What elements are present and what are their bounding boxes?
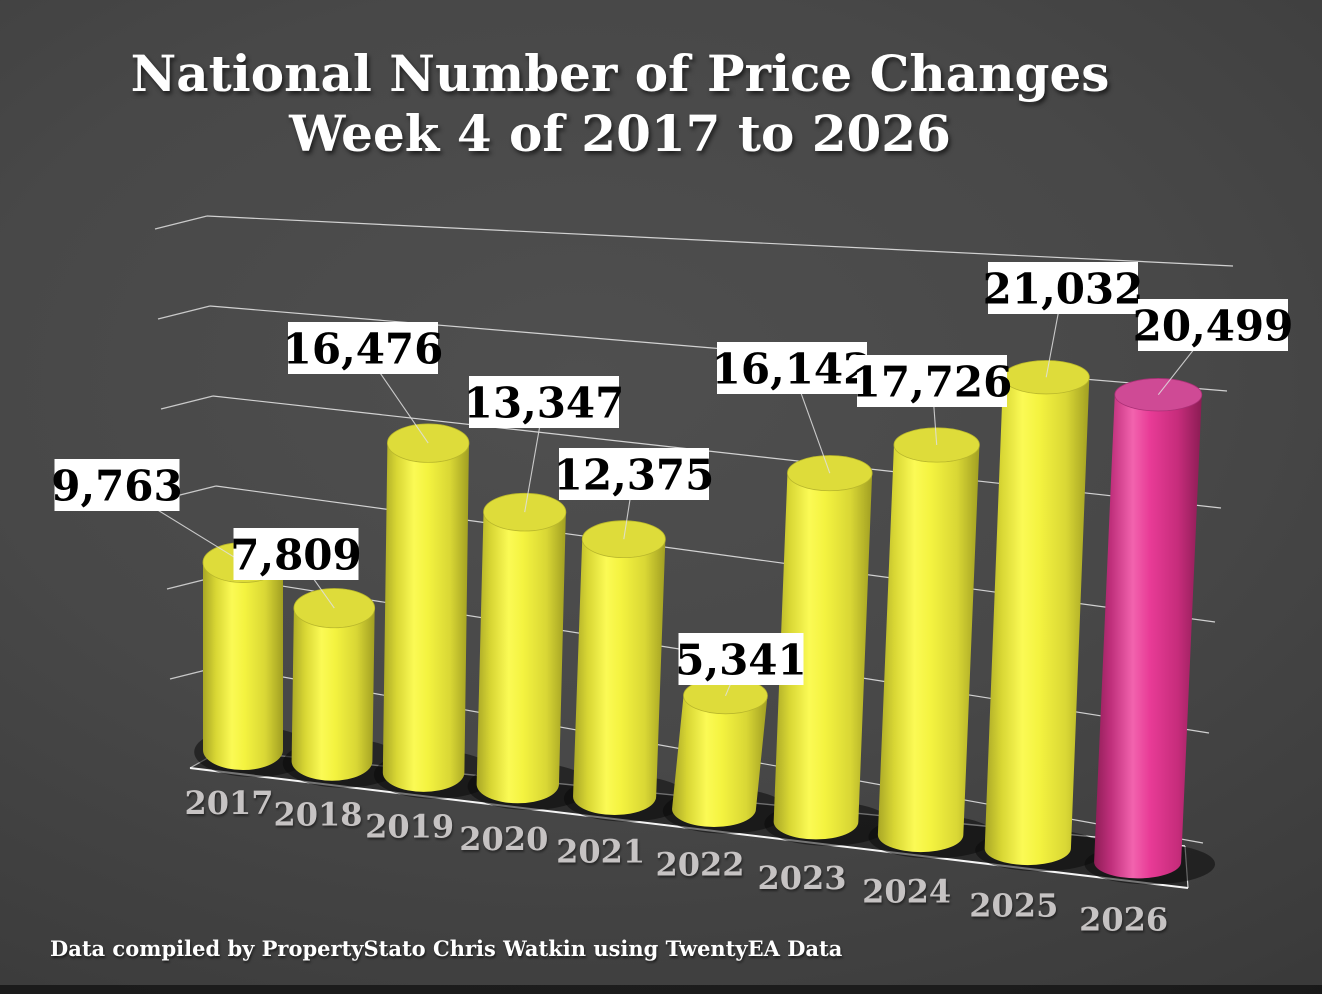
cylinder-body-2021 (573, 539, 666, 816)
cylinder-2024 (877, 427, 980, 853)
title-line-1: National Number of Price Changes (130, 44, 1110, 103)
cylinder-body-2025 (984, 377, 1090, 866)
data-label-box-2022 (678, 633, 804, 685)
cylinder-body-2020 (476, 512, 566, 804)
cylinder-body-2018 (291, 608, 375, 781)
cylinder-2020 (476, 492, 567, 804)
data-label-box-2017 (54, 459, 180, 511)
year-label-2022: 2022 (655, 846, 744, 884)
year-label-2026: 2026 (1079, 901, 1168, 939)
data-label-box-2025 (988, 262, 1138, 314)
cylinder-body-2023 (773, 473, 873, 840)
data-label-box-2021 (559, 448, 709, 500)
data-label-2024: 17,726 (852, 355, 1013, 407)
year-label-2024: 2024 (862, 872, 951, 910)
year-label-2025: 2025 (969, 886, 1058, 924)
left-wall-gridline-2 (160, 395, 214, 410)
data-label-2019: 16,476 (283, 322, 444, 374)
data-label-text-2022: 5,341 (675, 636, 807, 685)
cylinder-body-2022 (672, 695, 768, 828)
data-label-2021: 12,375 (554, 448, 715, 500)
data-label-box-2018 (233, 528, 359, 580)
data-label-2018: 7,809 (230, 528, 362, 580)
data-label-text-2023: 16,142 (712, 345, 873, 394)
year-label-2019: 2019 (365, 808, 454, 846)
data-label-text-2020: 13,347 (464, 379, 625, 428)
data-label-box-2026 (1138, 299, 1288, 351)
data-label-2026: 20,499 (1133, 299, 1294, 351)
page-title: National Number of Price Changes Week 4 … (0, 44, 1240, 164)
cylinder-body-2017 (203, 562, 283, 770)
year-label-2017: 2017 (184, 784, 273, 822)
year-label-2018: 2018 (273, 796, 362, 834)
bottom-edge-bar (0, 985, 1322, 994)
data-label-2025: 21,032 (983, 262, 1144, 314)
data-label-box-2024 (857, 355, 1007, 407)
cylinder-2021 (573, 520, 666, 816)
data-label-text-2019: 16,476 (283, 325, 444, 374)
left-wall-gridline-0 (154, 215, 208, 230)
title-line-2: Week 4 of 2017 to 2026 (289, 104, 951, 163)
cylinder-body-2024 (877, 444, 980, 853)
data-label-2022: 5,341 (675, 633, 807, 685)
data-label-text-2024: 17,726 (852, 358, 1013, 407)
data-label-2020: 13,347 (464, 376, 625, 428)
data-label-text-2026: 20,499 (1133, 302, 1294, 351)
cylinder-body-2019 (382, 443, 469, 792)
data-label-box-2020 (469, 376, 619, 428)
back-wall-gridline-0 (206, 215, 1234, 267)
data-label-2017: 9,763 (51, 459, 183, 511)
data-label-box-2023 (717, 342, 867, 394)
footer-credit: Data compiled by PropertyStato Chris Wat… (50, 936, 843, 961)
cylinder-2025 (984, 360, 1090, 866)
data-label-text-2017: 9,763 (51, 462, 183, 511)
cylinder-body-2026 (1094, 394, 1202, 879)
cylinder-top-2018 (293, 588, 376, 629)
cylinder-top-2024 (893, 427, 980, 463)
data-label-2023: 16,142 (712, 342, 873, 394)
cylinder-2019 (382, 423, 470, 792)
left-wall-gridline-1 (157, 305, 211, 320)
cylinder-2018 (291, 588, 376, 781)
data-label-text-2021: 12,375 (554, 451, 715, 500)
year-label-2020: 2020 (459, 820, 548, 858)
year-label-2021: 2021 (556, 833, 645, 871)
data-label-text-2018: 7,809 (230, 531, 362, 580)
cylinder-2026 (1094, 378, 1203, 879)
data-label-box-2019 (288, 322, 438, 374)
year-label-2023: 2023 (757, 859, 846, 897)
cylinder-2022 (672, 677, 768, 828)
data-label-text-2025: 21,032 (983, 265, 1144, 314)
